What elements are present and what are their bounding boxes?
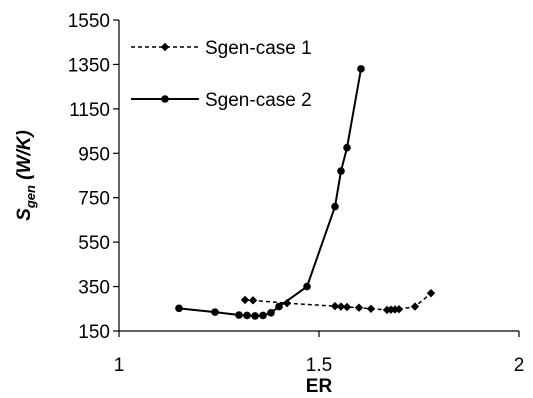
series-1-point: [366, 304, 376, 313]
series-1-point: [342, 302, 352, 312]
y-axis-title-subscript: gen: [23, 185, 38, 209]
series-1-point: [330, 301, 340, 311]
series-2-point: [211, 308, 219, 316]
x-tick-label: 1.5: [306, 355, 332, 376]
series-2: [175, 65, 365, 320]
y-axis-title-base: S: [14, 208, 35, 221]
y-tick-label: 1150: [69, 100, 110, 121]
series-1-point: [240, 295, 250, 305]
legend-label-2: Sgen-case 2: [205, 90, 312, 111]
y-axis-title: Sgen (W/K): [14, 130, 38, 221]
legend-label-1: Sgen-case 1: [205, 38, 312, 59]
x-tick-label: 1: [114, 355, 125, 376]
y-tick-label: 550: [78, 233, 110, 254]
series-2-point: [303, 282, 311, 291]
series-1-line: [244, 292, 432, 311]
x-tick-label: 2: [514, 355, 525, 376]
y-axis-title-unit: (W/K): [14, 130, 35, 185]
series-2-point: [243, 311, 251, 320]
x-axis-title: ER: [306, 376, 333, 397]
y-tick-label: 150: [78, 322, 110, 343]
series-2-point: [175, 304, 183, 313]
series-2-point: [337, 167, 345, 175]
series-2-point: [275, 302, 283, 311]
y-tick-label: 750: [78, 189, 110, 210]
legend-marker-1: [160, 42, 170, 52]
series-2-point: [267, 308, 275, 317]
series-2-point: [251, 312, 259, 320]
series-1-point: [336, 302, 346, 311]
y-tick-label: 350: [78, 278, 110, 299]
series-2-point: [343, 143, 351, 152]
axes: 150 350 550 750 950 1150 1350 1550 1 1.5 2: [68, 11, 525, 376]
series-2-point: [235, 311, 243, 319]
series-1-point: [248, 296, 258, 305]
series-1-point: [426, 289, 436, 298]
y-tick-label: 950: [78, 144, 110, 165]
legend: Sgen-case 1 Sgen-case 2: [131, 38, 312, 111]
y-tick-label: 1550: [68, 11, 110, 32]
series-1-point: [354, 303, 364, 312]
series-1-point: [394, 305, 404, 314]
series-2-point: [331, 202, 339, 211]
series-1: [240, 289, 436, 315]
y-tick-label: 1350: [68, 55, 110, 76]
legend-marker-2: [161, 95, 169, 103]
series-2-point: [357, 65, 365, 73]
series-2-point: [259, 311, 267, 320]
series-1-point: [410, 302, 420, 311]
series-layer: [175, 65, 436, 320]
